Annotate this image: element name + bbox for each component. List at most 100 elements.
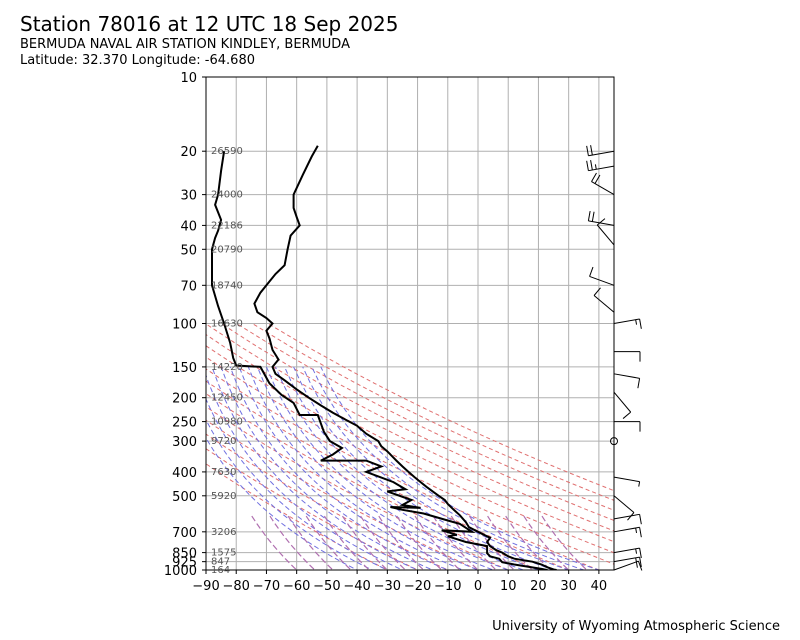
dry-adiabat-line [206, 406, 510, 570]
mixing-ratio-line [540, 514, 588, 570]
height-label: 18740 [211, 280, 243, 291]
wind-barb-half-flag [638, 481, 641, 487]
pressure-tick-label: 400 [172, 466, 197, 481]
height-label: 847 [211, 557, 230, 568]
station-coordinates: Latitude: 32.370 Longitude: -64.680 [20, 53, 255, 68]
wind-barb-flag [635, 557, 638, 568]
wind-barb-flag [639, 514, 642, 525]
height-label: 14220 [211, 362, 243, 373]
wind-barb-flag [591, 172, 597, 182]
dry-adiabat-line [206, 323, 614, 532]
temperature-tick-label: −10 [434, 579, 461, 594]
moist-adiabat-line [206, 398, 389, 570]
wind-barb-flag [639, 318, 642, 329]
dry-adiabat-line [206, 463, 389, 570]
wind-barb-staff [588, 150, 615, 157]
chart-title: Station 78016 at 12 UTC 18 Sep 2025 [20, 12, 399, 36]
pressure-tick-label: 850 [172, 547, 197, 562]
moist-adiabat-line [302, 366, 571, 570]
wind-barb-half-flag [594, 164, 597, 170]
wind-barb-staff [613, 373, 640, 379]
wind-barb-flag [587, 210, 591, 221]
mixing-ratio-line [323, 514, 371, 570]
height-label: 16630 [211, 319, 243, 330]
wind-barb-flag [589, 266, 594, 277]
wind-barb-flag [590, 160, 593, 171]
mixing-ratio-line [287, 514, 334, 570]
wind-barb-staff [613, 560, 639, 571]
wind-barb-staff [613, 513, 640, 520]
temperature-tick-label: −50 [313, 579, 340, 594]
dry-adiabat-line [206, 419, 480, 570]
dry-adiabat-line [206, 380, 571, 570]
moist-adiabat-line [247, 366, 480, 570]
height-label: 12450 [211, 393, 243, 404]
wind-barb-flag [639, 527, 642, 538]
temperature-axis: −90 −80 −70 −60 −50 −40 −30 −20 −10 0 10 20 30 40 [192, 570, 607, 594]
mixing-ratio-line [432, 514, 479, 570]
wind-barb-staff [613, 495, 635, 513]
mixing-ratio-line [250, 514, 298, 570]
wind-barb-half-flag [635, 527, 638, 534]
temperature-tick-label: −90 [192, 579, 219, 594]
height-label: 9720 [211, 436, 236, 447]
calm-wind-marker [610, 437, 618, 446]
wind-barb-flag [586, 145, 589, 156]
thermo-reference-lines [206, 323, 614, 570]
mixing-ratio-line [413, 514, 461, 570]
wind-barbs [586, 145, 643, 571]
sounding-line-1 [253, 145, 557, 570]
wind-barb-flag [590, 145, 593, 156]
pressure-axis: 10 20 30 40 50 70 100 150 200 250 300 400 500 700 8509… [164, 71, 206, 579]
temperature-tick-label: −40 [343, 579, 370, 594]
moist-adiabat-line [238, 366, 465, 570]
height-label: 7630 [211, 467, 236, 478]
pressure-tick-label: 20 [180, 145, 197, 160]
wind-barb-staff [593, 295, 615, 313]
moist-adiabat-line [211, 366, 419, 570]
wind-barb-half-flag [635, 319, 638, 325]
dry-adiabat-line [267, 323, 614, 492]
wind-barb-flag [593, 287, 601, 296]
wind-barb-flag [637, 560, 643, 571]
moist-adiabat-line [293, 366, 556, 570]
dry-adiabat-line [220, 323, 614, 521]
wind-barb-staff [613, 318, 640, 324]
mixing-ratio-line [450, 514, 497, 570]
temperature-tick-label: 0 [474, 579, 482, 594]
wind-barb-staff [596, 224, 615, 246]
pressure-tick-label: 250 [172, 416, 197, 431]
height-label: 10980 [211, 417, 243, 428]
height-label: 3206 [211, 527, 236, 538]
wind-barb-staff [613, 476, 640, 483]
moist-adiabat-line [220, 366, 434, 570]
wind-barb-staff [588, 165, 615, 172]
height-label: 20790 [211, 244, 243, 255]
wind-barb-flag [596, 218, 606, 226]
moist-adiabat-line [206, 373, 404, 570]
station-name: BERMUDA NAVAL AIR STATION KINDLEY, BERMU… [20, 37, 350, 52]
pressure-tick-label: 1000 [164, 564, 197, 579]
moist-adiabat-line [320, 366, 601, 570]
wind-barb-staff [589, 275, 615, 286]
moist-adiabat-line [206, 418, 374, 570]
wind-barb-flag [586, 160, 589, 171]
dry-adiabat-line [206, 433, 449, 570]
temperature-tick-label: −20 [404, 579, 431, 594]
wind-barb-flag [622, 411, 632, 419]
pressure-tick-label: 150 [172, 361, 197, 376]
wind-barb-staff [613, 547, 640, 554]
height-label: 22186 [211, 220, 243, 231]
moist-adiabat-line [229, 366, 450, 570]
pressure-tick-label: 300 [172, 435, 197, 450]
wind-barb-flag [594, 174, 601, 184]
chart-series [211, 145, 557, 570]
sounding-line-2 [211, 151, 548, 570]
moist-adiabat-line [275, 366, 525, 570]
pressure-tick-label: 70 [180, 279, 197, 294]
pressure-tick-label: 925 [172, 556, 197, 571]
height-label: 26590 [211, 146, 243, 157]
moist-adiabat-line [206, 437, 359, 570]
wind-barb-flag [637, 378, 641, 389]
